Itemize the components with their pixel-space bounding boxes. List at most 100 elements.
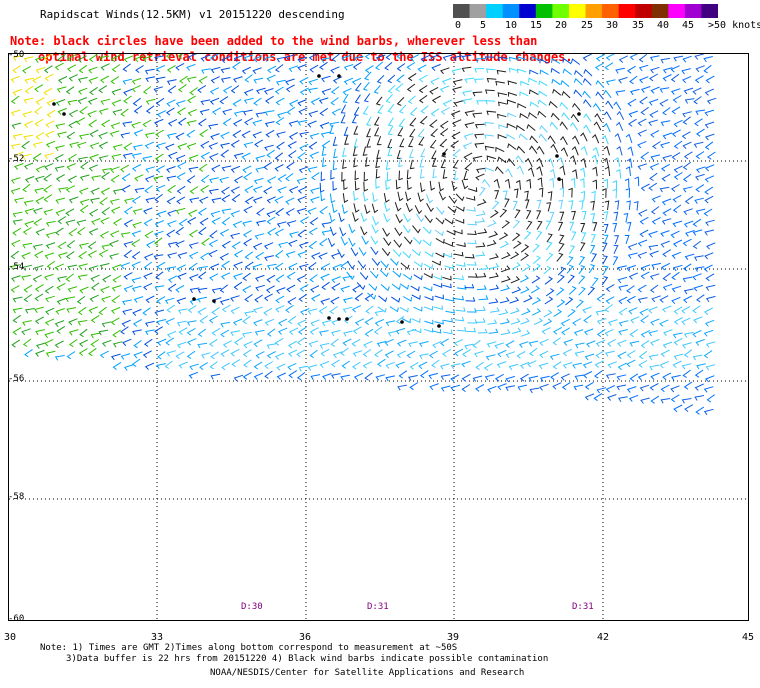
wind-barb	[233, 175, 243, 184]
wind-barb	[23, 162, 34, 170]
wind-barb	[432, 168, 438, 179]
wind-barb	[616, 110, 625, 121]
wind-barb	[131, 77, 142, 85]
wind-barb	[497, 349, 507, 358]
wind-barb	[496, 361, 507, 368]
wind-barb	[353, 191, 359, 201]
wind-barb	[297, 64, 307, 71]
wind-barb	[287, 315, 297, 325]
wind-barb	[201, 352, 211, 359]
wind-barb	[662, 341, 673, 349]
wind-barb	[605, 296, 615, 304]
wind-barb	[134, 55, 144, 63]
wind-barb	[79, 286, 89, 294]
wind-barb	[22, 264, 33, 271]
wind-barb	[89, 294, 99, 303]
wind-barb	[100, 217, 110, 225]
wind-barb	[332, 263, 342, 271]
wind-barb	[616, 384, 627, 391]
wind-barb	[510, 307, 520, 315]
wind-barb	[68, 329, 79, 336]
wind-barb	[155, 271, 164, 280]
wind-barb	[497, 156, 507, 164]
wind-barb	[682, 369, 691, 379]
wind-barb	[142, 307, 151, 316]
wind-barb	[98, 132, 108, 140]
wind-barb	[574, 69, 584, 78]
wind-barb	[175, 351, 185, 360]
wind-barb	[501, 252, 511, 260]
wind-barb	[451, 180, 458, 191]
wind-barb	[77, 55, 87, 63]
wind-barb	[57, 241, 67, 250]
wind-barb	[529, 145, 538, 154]
wind-barb	[353, 372, 364, 381]
wind-barb	[473, 78, 484, 84]
wind-barb	[516, 351, 526, 359]
wind-barb	[549, 211, 555, 221]
wind-barb	[559, 121, 568, 130]
wind-barb	[580, 132, 588, 142]
wind-barb	[662, 305, 672, 313]
wind-barb	[253, 372, 264, 380]
wind-barb	[21, 153, 32, 160]
wind-barb	[210, 373, 221, 380]
wind-barb	[704, 121, 715, 129]
wind-barb	[212, 107, 222, 115]
wind-barb	[671, 129, 681, 137]
wind-barb	[694, 266, 705, 272]
wind-barb	[495, 146, 505, 153]
wind-barb	[342, 193, 349, 204]
wind-barb	[391, 296, 401, 303]
wind-barb	[362, 105, 369, 115]
wind-barb	[197, 328, 207, 337]
wind-barb	[366, 116, 372, 126]
wind-barb	[494, 190, 500, 200]
wind-barb	[321, 230, 332, 236]
wind-barb	[440, 374, 451, 381]
wind-barb	[68, 338, 78, 348]
wind-barb	[243, 341, 253, 349]
wind-barb	[397, 339, 407, 347]
wind-barb	[122, 299, 132, 306]
wind-barb	[46, 98, 56, 106]
wind-barb	[352, 350, 363, 357]
wind-barb	[497, 92, 508, 97]
legend-label: 20	[555, 20, 568, 31]
wind-barb	[242, 229, 252, 238]
wind-barb	[319, 122, 330, 129]
wind-barb	[121, 173, 131, 182]
wind-barb	[508, 363, 519, 371]
wind-barb	[320, 131, 331, 138]
wind-barb	[360, 212, 368, 223]
wind-barb	[330, 86, 340, 95]
wind-barb	[408, 148, 414, 158]
wind-barb	[79, 174, 90, 181]
wind-barb	[413, 274, 423, 281]
wind-barb	[186, 327, 196, 336]
wind-barb	[387, 138, 393, 148]
wind-barb	[618, 329, 628, 336]
wind-barb	[528, 340, 539, 347]
contamination-marker	[327, 316, 331, 320]
wind-barb	[374, 349, 383, 358]
wind-barb	[209, 263, 220, 271]
wind-barb	[230, 295, 240, 302]
wind-barb	[102, 274, 112, 283]
wind-barb	[423, 263, 433, 270]
wind-barb	[154, 55, 164, 62]
wind-barb	[332, 136, 338, 146]
wind-barb	[637, 239, 648, 247]
wind-barb	[346, 271, 355, 280]
contamination-marker	[400, 320, 404, 324]
wind-barb	[456, 327, 467, 332]
wind-barb	[365, 305, 374, 314]
wind-barb	[552, 337, 561, 346]
wind-barb	[329, 212, 336, 223]
wind-barb	[24, 349, 33, 358]
wind-barb	[253, 339, 263, 348]
wind-barb	[612, 256, 619, 266]
wind-barb	[289, 231, 299, 238]
wind-barb	[353, 106, 360, 116]
wind-barb	[175, 100, 186, 107]
